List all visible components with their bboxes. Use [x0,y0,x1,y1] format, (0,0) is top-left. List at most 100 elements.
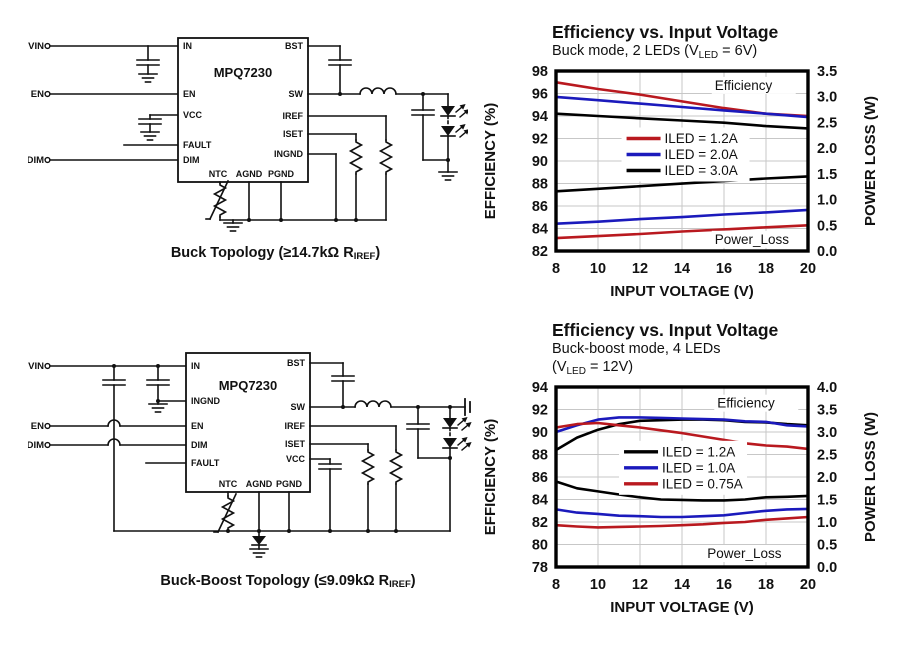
led-string [438,93,473,181]
y2-axis-tick: 0.5 [817,218,837,234]
ground-icon [148,403,168,413]
pin-in: IN [183,41,192,51]
ntc-thermistor [206,181,228,219]
series-line-power-loss-iled-0.75A [554,515,810,529]
sw-output-net [307,87,449,161]
ground-icon [438,171,458,181]
dim-terminal [44,441,51,449]
pin-agnd: AGND [246,479,273,489]
chart-title: Efficiency vs. Input Voltage [552,320,779,340]
y2-axis-tick: 3.5 [817,402,837,418]
en-net: EN [31,419,187,432]
y-axis-tick: 86 [532,199,548,215]
y2-axis-title: POWER LOSS (W) [862,96,879,226]
annotation-bg [711,76,796,94]
y2-axis-tick: 1.0 [817,515,837,531]
ground-icon [140,131,160,141]
en-terminal [44,90,51,98]
y-axis-tick: 92 [532,402,548,418]
pin-ntc: NTC [209,169,228,179]
subtitle-text: Buck mode, 2 LEDs (V [552,43,699,60]
pin-bst: BST [285,41,304,51]
series-line-power-loss-iled-3.0A [554,174,810,193]
chart-buck: Efficiency vs. Input Voltage Buck mode, … [478,22,902,310]
y2-axis-title: POWER LOSS (W) [862,412,879,542]
pin-en: EN [183,89,196,99]
subtitle-text: (V [552,359,567,376]
chart-title: Efficiency vs. Input Voltage [552,22,779,42]
legend-label: ILED = 1.2A [665,131,738,146]
buck-topology-caption: Buck Topology (≥14.7kΩ RIREF) [28,245,468,262]
pin-vcc: VCC [286,454,306,464]
buck-boost-topology-caption: Buck-Boost Topology (≤9.09kΩ RIREF) [28,573,478,590]
subtitle-subscript: LED [698,50,719,62]
pin-iref: IREF [284,421,305,431]
led-icon [442,437,458,449]
iref-resistor-net [309,425,403,532]
pin-en: EN [191,421,204,431]
caption-subscript: IREF [353,251,376,262]
dim-net: DIM [27,438,187,451]
y-axis-tick: 90 [532,154,548,170]
pin-ntc: NTC [219,479,238,489]
sw-output-net [309,398,471,459]
chart-subtitle: Buck mode, 2 LEDs (VLED = 6V) [552,42,902,63]
vin-terminal [44,42,51,50]
plot-frame [554,68,810,253]
pin-dim: DIM [183,155,200,165]
chart-buck-boost: Efficiency vs. Input Voltage Buck-boost … [478,320,902,626]
pin-sw: SW [291,402,306,412]
plot-frame [554,385,810,569]
dim-net: DIM [27,155,179,166]
led-icon [442,417,458,429]
y-axis-tick: 88 [532,447,548,463]
dim-terminal-label: DIM [28,440,44,451]
bst-net [307,45,352,95]
y2-axis-tick: 1.5 [817,492,837,508]
y-axis-tick: 98 [532,64,548,80]
buck-boost-topology-figure: VIN EN [27,338,478,590]
ground-rail [113,491,451,558]
pin-in: IN [191,361,200,371]
legend-label: ILED = 1.2A [662,444,735,459]
y-axis-tick: 84 [532,221,548,237]
vcc-net [309,458,342,532]
iset-resistor [349,139,363,175]
annotation: Efficiency [717,395,775,410]
chip: MPQ7230 IN INGND EN DIM FAULT BST SW IRE… [185,352,311,493]
x-axis-tick: 8 [552,577,560,593]
iref-resistor [389,449,403,485]
subtitle-text: = 12V) [585,359,634,376]
x-axis-tick: 14 [674,577,690,593]
dim-terminal-label: DIM [28,155,44,166]
x-axis-tick: 10 [590,261,606,277]
y-axis-title: EFFICIENCY (%) [482,419,499,535]
legend-label: ILED = 0.75A [662,476,743,491]
y2-axis-tick: 2.0 [817,470,837,486]
y2-axis-tick: 2.5 [817,115,837,131]
y2-axis-tick: 2.5 [817,447,837,463]
annotation-bg [704,544,789,562]
vin-net: VIN [28,41,179,83]
pin-pgnd: PGND [276,479,303,489]
vcc-net [138,114,179,141]
pin-agnd: AGND [236,169,263,179]
legend-label: ILED = 1.0A [662,460,735,475]
ground-rail [206,153,387,232]
y2-axis-tick: 0.5 [817,537,837,553]
dim-terminal [44,156,51,164]
legend-label: ILED = 2.0A [665,147,738,162]
annotation: Power_Loss [707,546,782,561]
series-line-efficiency-iled-2.0A [554,95,810,119]
en-net: EN [31,89,179,100]
x-axis-tick: 18 [758,577,774,593]
led-icon [440,125,456,137]
led-string [442,406,475,532]
pin-ingnd: INGND [191,396,221,406]
caption-subscript: IREF [389,579,411,590]
pin-fault: FAULT [183,140,212,150]
x-axis-tick: 14 [674,261,690,277]
vin-terminal [44,362,51,370]
vin-net: VIN [28,361,187,532]
pin-iset: ISET [285,439,306,449]
